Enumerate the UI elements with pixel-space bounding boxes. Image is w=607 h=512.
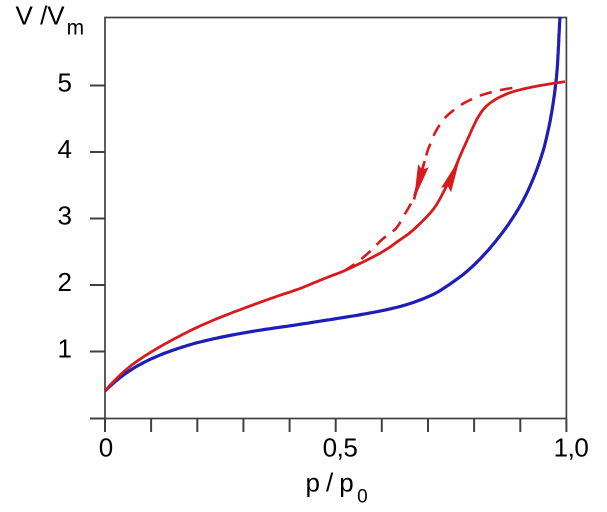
svg-text:3: 3 (58, 201, 72, 231)
svg-text:1: 1 (58, 334, 72, 364)
svg-text:0: 0 (99, 433, 113, 463)
svg-text:2: 2 (58, 267, 72, 297)
svg-text:4: 4 (58, 134, 72, 164)
svg-text:1,0: 1,0 (554, 433, 589, 463)
svg-text:5: 5 (58, 68, 72, 98)
svg-text:0,5: 0,5 (323, 433, 358, 463)
